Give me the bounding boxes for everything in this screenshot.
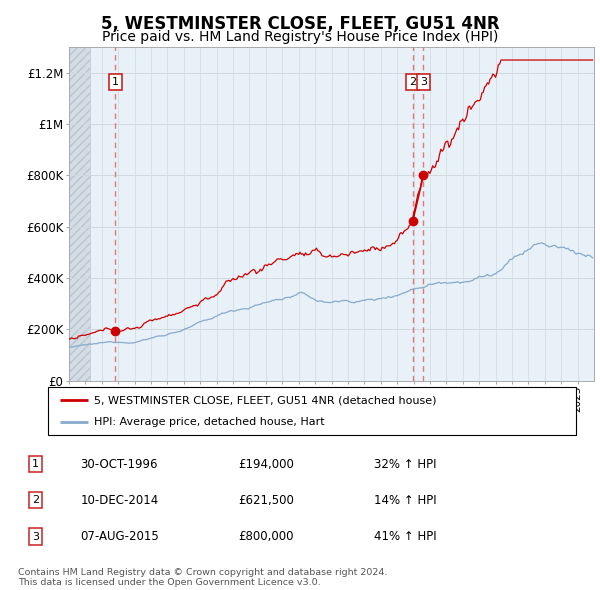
Text: 41% ↑ HPI: 41% ↑ HPI: [374, 530, 436, 543]
Text: £621,500: £621,500: [238, 494, 294, 507]
Bar: [69, 47, 91, 381]
Text: 30-OCT-1996: 30-OCT-1996: [80, 458, 158, 471]
Text: 2: 2: [32, 496, 39, 505]
FancyBboxPatch shape: [48, 387, 576, 435]
Text: Price paid vs. HM Land Registry's House Price Index (HPI): Price paid vs. HM Land Registry's House …: [102, 30, 498, 44]
Text: 32% ↑ HPI: 32% ↑ HPI: [374, 458, 436, 471]
Text: HPI: Average price, detached house, Hart: HPI: Average price, detached house, Hart: [94, 417, 325, 427]
Text: 3: 3: [420, 77, 427, 87]
Text: 1: 1: [32, 459, 39, 469]
Text: 2: 2: [409, 77, 416, 87]
Text: 1: 1: [112, 77, 119, 87]
Text: £800,000: £800,000: [238, 530, 294, 543]
Text: 14% ↑ HPI: 14% ↑ HPI: [374, 494, 436, 507]
Text: 07-AUG-2015: 07-AUG-2015: [80, 530, 159, 543]
Text: 3: 3: [32, 532, 39, 542]
Text: £194,000: £194,000: [238, 458, 294, 471]
Text: 5, WESTMINSTER CLOSE, FLEET, GU51 4NR: 5, WESTMINSTER CLOSE, FLEET, GU51 4NR: [101, 15, 499, 33]
Text: 10-DEC-2014: 10-DEC-2014: [80, 494, 158, 507]
Text: Contains HM Land Registry data © Crown copyright and database right 2024.
This d: Contains HM Land Registry data © Crown c…: [18, 568, 388, 587]
Text: 5, WESTMINSTER CLOSE, FLEET, GU51 4NR (detached house): 5, WESTMINSTER CLOSE, FLEET, GU51 4NR (d…: [94, 395, 437, 405]
